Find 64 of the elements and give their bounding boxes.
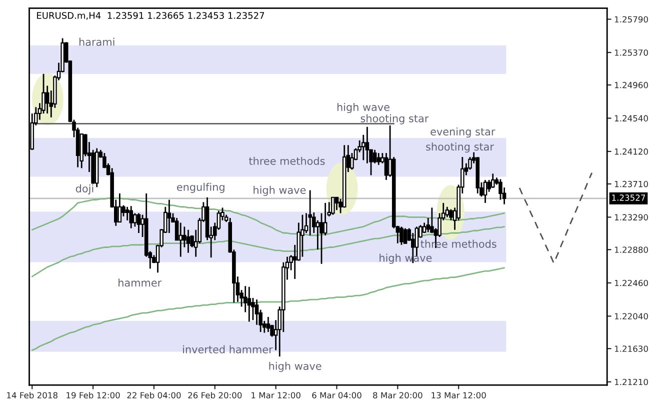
x-tick-label: 26 Feb 20:00 — [188, 392, 242, 398]
candlestick — [133, 212, 137, 228]
x-tick-label: 6 Mar 04:00 — [312, 392, 362, 398]
candlestick — [403, 228, 408, 244]
y-tick-label: 1.21210 — [614, 378, 648, 386]
annotation: engulfing — [177, 182, 224, 193]
candlestick — [266, 316, 270, 333]
candlestick — [362, 134, 366, 161]
candlestick — [449, 208, 453, 222]
candlestick — [323, 202, 328, 236]
y-tick-label: 1.24540 — [614, 115, 648, 122]
x-tick-label: 19 Feb 12:00 — [66, 392, 120, 398]
chart-title: EURUSD.m,H4 1.23591 1.23665 1.23453 1.23527 — [37, 12, 264, 20]
annotation: three methods — [248, 156, 325, 165]
candlestick — [167, 199, 172, 234]
candlestick — [300, 214, 304, 258]
x-tick-label: 13 Mar 12:00 — [432, 392, 486, 398]
x-tick-label: 14 Feb 2018 — [7, 392, 58, 398]
annotation: shooting star — [360, 114, 429, 124]
annotation: shooting star — [426, 142, 494, 153]
candlestick — [186, 229, 190, 254]
x-tick-label: 8 Mar 20:00 — [373, 392, 422, 398]
candlestick — [376, 152, 381, 166]
candlestick — [136, 212, 141, 234]
annotation: evening star — [430, 127, 496, 138]
candlestick — [129, 205, 133, 229]
annotation: hammer — [118, 278, 162, 287]
annotation: inverted hammer — [183, 345, 273, 354]
annotation: harami — [79, 38, 114, 46]
candlestick — [308, 190, 312, 236]
candlestick — [490, 172, 495, 189]
y-tick-label: 1.21630 — [614, 346, 648, 352]
candlestick — [445, 206, 450, 218]
annotation: high wave — [254, 186, 306, 196]
line-series — [518, 172, 593, 264]
candlestick — [334, 196, 339, 211]
x-tick-label: 22 Feb 04:00 — [127, 392, 181, 398]
candlestick — [331, 196, 335, 216]
y-tick-label: 1.25370 — [614, 49, 648, 56]
candlestick — [400, 226, 404, 246]
annotation: high wave — [337, 102, 390, 114]
ref-line-label: 1.23527 — [612, 194, 646, 201]
annotation: doji — [76, 184, 94, 194]
candlestick — [118, 192, 122, 223]
y-tick-label: 1.24120 — [614, 148, 648, 155]
candlestick — [178, 222, 182, 258]
y-tick-label: 1.23710 — [614, 180, 648, 188]
annotation: high wave — [269, 362, 322, 372]
candlestick — [365, 126, 370, 164]
y-tick-label: 1.23290 — [614, 214, 648, 220]
y-tick-label: 1.24960 — [614, 82, 648, 88]
y-tick-label: 1.22880 — [614, 246, 648, 253]
candlestick — [247, 286, 252, 322]
candlestick — [498, 178, 502, 200]
x-tick-label: 1 Mar 12:00 — [252, 392, 300, 398]
candlestick — [483, 179, 488, 204]
candlestick — [316, 220, 320, 250]
candlestick — [45, 85, 50, 114]
y-tick-label: 1.25790 — [614, 16, 648, 23]
y-tick-label: 1.22460 — [614, 280, 648, 286]
y-tick-label: 1.22040 — [614, 313, 648, 320]
candlestick — [320, 212, 324, 265]
line-series — [31, 197, 505, 236]
candlestick — [372, 149, 377, 164]
